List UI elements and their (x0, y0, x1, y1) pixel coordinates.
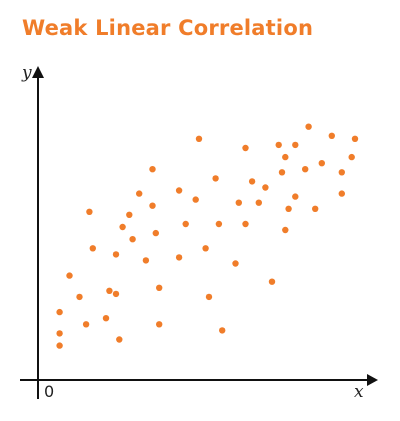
data-point (305, 123, 312, 130)
data-point (149, 202, 156, 209)
x-axis-label: x (354, 382, 364, 402)
data-point (66, 272, 73, 279)
data-point (348, 153, 355, 161)
data-point (142, 257, 150, 264)
data-point (302, 166, 309, 173)
data-point (235, 199, 242, 206)
data-point (248, 178, 256, 185)
data-point (106, 287, 113, 294)
chart-title: Weak Linear Correlation (22, 16, 314, 40)
data-point (215, 220, 223, 228)
data-point (126, 211, 133, 218)
y-axis-arrowhead (32, 66, 44, 78)
data-point (156, 321, 163, 328)
data-point (268, 278, 276, 285)
data-point (192, 196, 199, 203)
data-point (56, 330, 63, 337)
data-point (292, 193, 299, 200)
data-point (242, 220, 249, 228)
data-point (292, 141, 299, 149)
data-point (262, 184, 269, 191)
data-point (278, 169, 286, 176)
data-point (116, 336, 123, 343)
data-point (156, 284, 163, 291)
y-axis-label: y (21, 63, 32, 83)
data-point (232, 260, 239, 267)
data-point (119, 223, 126, 231)
scatter-points (56, 123, 359, 349)
data-point (152, 229, 159, 237)
data-point (86, 208, 93, 215)
data-point (76, 293, 83, 301)
data-point (351, 135, 359, 142)
data-point (195, 135, 203, 142)
data-point (112, 251, 120, 258)
data-point (112, 290, 120, 298)
data-point (328, 132, 335, 139)
data-point (275, 141, 282, 149)
data-point (89, 245, 97, 252)
data-point (219, 327, 226, 334)
x-axis-arrowhead (367, 374, 378, 386)
data-point (136, 190, 143, 197)
data-point (102, 315, 110, 322)
data-point (338, 169, 345, 176)
data-point (312, 205, 319, 212)
axes: y x 0 (20, 63, 378, 402)
data-point (285, 205, 292, 212)
data-point (82, 321, 90, 328)
data-point (205, 293, 213, 301)
data-point (182, 220, 189, 228)
origin-label: 0 (44, 382, 54, 401)
data-point (282, 226, 289, 234)
data-point (282, 153, 289, 161)
data-point (56, 308, 63, 316)
data-point (175, 254, 183, 261)
data-point (338, 190, 345, 197)
data-point (56, 342, 63, 349)
data-point (242, 144, 249, 152)
data-point (175, 187, 183, 194)
data-point (318, 160, 325, 167)
data-point (255, 199, 262, 206)
data-point (129, 236, 136, 243)
data-point (212, 175, 219, 182)
data-point (149, 166, 156, 173)
data-point (202, 245, 209, 252)
